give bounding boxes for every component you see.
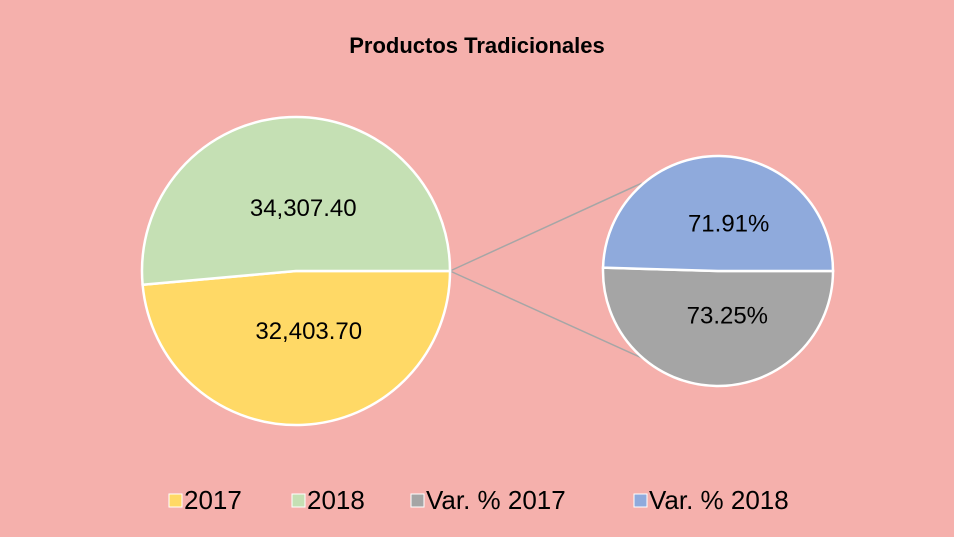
chart-title: Productos Tradicionales [349,33,605,58]
pie-slice [601,266,835,388]
legend-swatch [410,493,425,508]
pie-slice [601,154,835,273]
connector-line [449,182,643,272]
legend-swatch [168,493,183,508]
legend-label: Var. % 2018 [649,485,789,515]
pie-slice [140,115,452,287]
data-label: 34,307.40 [250,195,357,222]
data-label: 71.91% [688,210,769,237]
legend-label: 2018 [307,485,365,515]
legend-label: Var. % 2017 [426,485,566,515]
legend-label: 2017 [184,485,242,515]
data-label: 73.25% [687,302,768,329]
legend-swatch [291,493,306,508]
connector-line [449,270,643,359]
pie-slice [141,269,452,427]
data-label: 32,403.70 [255,318,362,345]
legend-swatch [633,493,648,508]
